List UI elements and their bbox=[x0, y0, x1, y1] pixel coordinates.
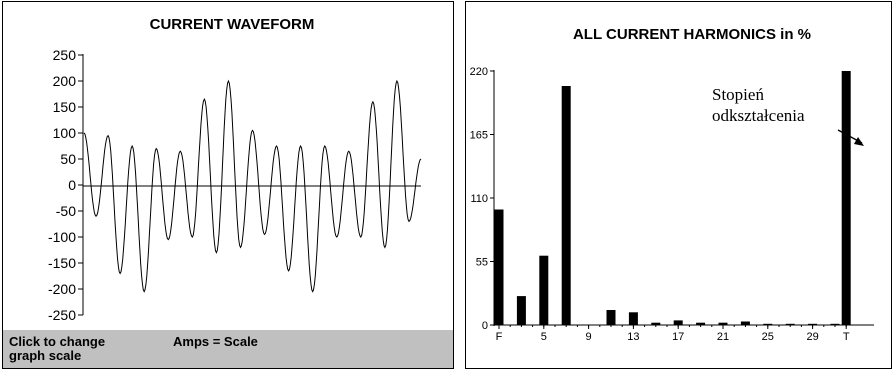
amps-scale-label: Amps = Scale bbox=[173, 334, 258, 349]
harmonics-x-tick-label: 5 bbox=[541, 331, 547, 343]
harmonic-bar-25 bbox=[763, 323, 773, 325]
click-to-change-label[interactable]: Click to change graph scale bbox=[9, 335, 105, 363]
harmonic-bar-15 bbox=[651, 322, 661, 325]
waveform-y-tick-label: 50 bbox=[60, 151, 76, 167]
waveform-y-tick-label: 250 bbox=[53, 47, 77, 63]
waveform-title: CURRENT WAVEFORM bbox=[150, 16, 315, 33]
waveform-y-tick-label: 100 bbox=[53, 125, 77, 141]
harmonic-bar-3 bbox=[516, 296, 526, 325]
harmonics-x-tick-label: T bbox=[843, 331, 850, 343]
harmonics-title: ALL CURRENT HARMONICS in % bbox=[573, 26, 811, 43]
harmonics-y-tick-label: 0 bbox=[482, 320, 488, 332]
click-label-line2[interactable]: graph scale bbox=[9, 348, 82, 363]
harmonics-x-tick-label: 17 bbox=[672, 331, 684, 343]
harmonics-y-tick-label: 220 bbox=[470, 66, 488, 78]
waveform-chart[interactable]: CURRENT WAVEFORM 250 200 150 100 50 0 -50 -100 -… bbox=[3, 2, 455, 370]
harmonic-bar-7 bbox=[561, 86, 571, 325]
waveform-y-tick-label: -100 bbox=[48, 229, 76, 245]
harmonics-x-tick-label: F bbox=[496, 331, 503, 343]
harmonics-y-tick-label: 55 bbox=[476, 257, 488, 269]
click-label-line1[interactable]: Click to change bbox=[9, 334, 106, 349]
harmonic-bar-5 bbox=[539, 255, 549, 325]
waveform-y-tick-label: 0 bbox=[68, 177, 76, 193]
harmonic-bar-17 bbox=[673, 320, 683, 325]
harmonics-chart[interactable]: ALL CURRENT HARMONICS in % 055110165220 … bbox=[466, 2, 893, 370]
harmonic-bar-27 bbox=[785, 323, 795, 325]
waveform-line bbox=[83, 79, 422, 293]
annotation-line2: odkształcenia bbox=[712, 106, 805, 125]
scale-footer[interactable]: Click to change graph scale Amps = Scale bbox=[3, 330, 453, 368]
waveform-panel: CURRENT WAVEFORM 250 200 150 100 50 0 -50 -100 -… bbox=[2, 1, 454, 369]
annotation-arrowhead bbox=[854, 137, 864, 146]
harmonic-bar-29 bbox=[808, 323, 818, 325]
harmonics-x-tick-label: 25 bbox=[762, 331, 774, 343]
harmonics-y-tick-label: 110 bbox=[470, 193, 488, 205]
harmonic-bar-F bbox=[494, 209, 504, 325]
annotation-line1: Stopień bbox=[712, 85, 764, 104]
harmonics-x-tick-label: 13 bbox=[627, 331, 639, 343]
harmonic-bar-21 bbox=[718, 322, 728, 325]
waveform-y-tick-label: 200 bbox=[53, 73, 77, 89]
harmonic-bar-13 bbox=[628, 312, 638, 325]
waveform-y-tick-label: -50 bbox=[56, 203, 76, 219]
harmonics-x-tick-label: 9 bbox=[586, 331, 592, 343]
harmonic-bar-23 bbox=[740, 321, 750, 325]
waveform-y-tick-label: 150 bbox=[53, 99, 77, 115]
harmonics-x-tick-label: 29 bbox=[806, 331, 818, 343]
harmonic-bar-19 bbox=[696, 322, 706, 325]
harmonic-bar-11 bbox=[606, 310, 616, 325]
waveform-y-tick-label: -150 bbox=[48, 255, 76, 271]
waveform-y-tick-label: -200 bbox=[48, 281, 76, 297]
harmonics-x-tick-label: 21 bbox=[717, 331, 729, 343]
harmonic-bar-T bbox=[841, 71, 851, 325]
harmonics-y-tick-label: 165 bbox=[470, 130, 488, 142]
harmonics-panel: ALL CURRENT HARMONICS in % 0 55 110 165 220 … bbox=[465, 1, 892, 369]
waveform-y-tick-label: -250 bbox=[48, 307, 76, 323]
harmonic-bar-31 bbox=[830, 323, 840, 325]
